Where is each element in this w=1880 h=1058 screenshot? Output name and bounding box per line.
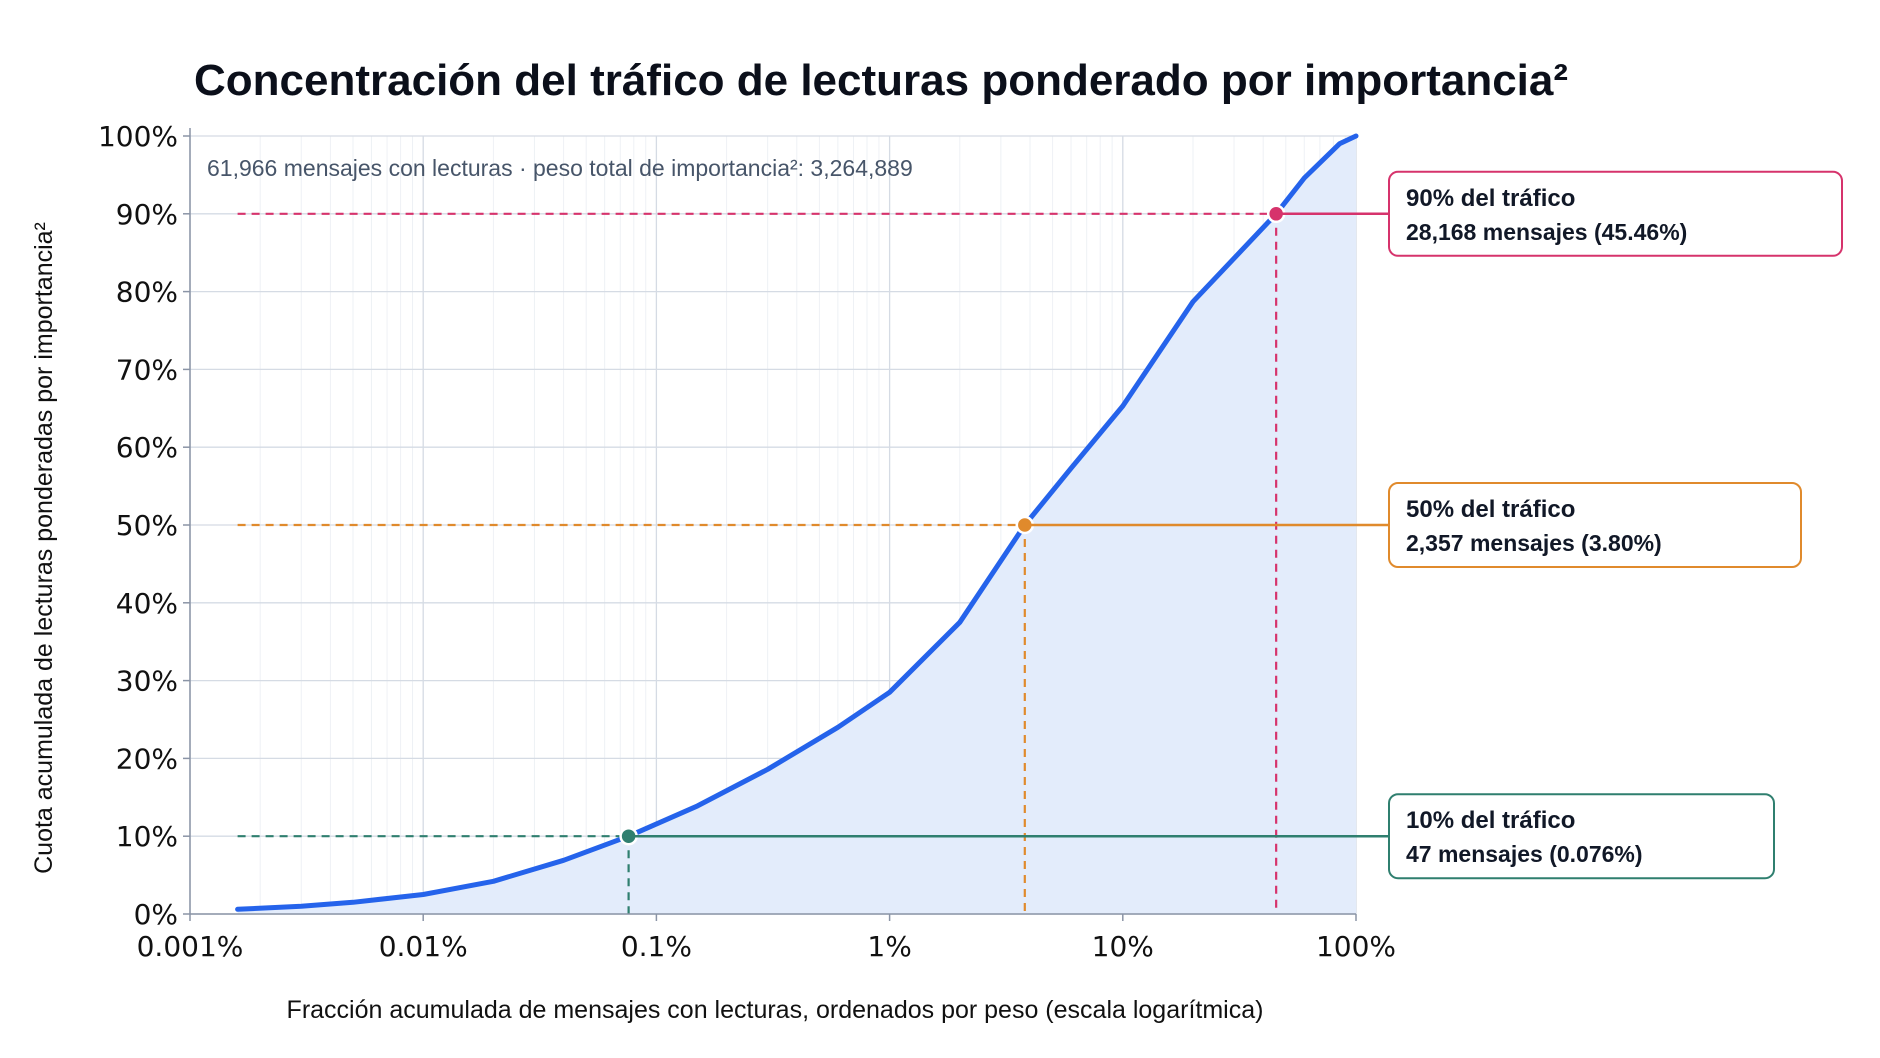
annotation-detail-10: 47 mensajes (0.076%) (1406, 841, 1643, 867)
y-tick-label: 10% (116, 820, 178, 853)
annotation-title-10: 10% del tráfico (1406, 807, 1575, 834)
area-layer (237, 136, 1357, 914)
annotation-box-90 (1388, 170, 1843, 257)
x-tick-label: 0.001% (137, 930, 244, 963)
annotation-detail-90: 28,168 mensajes (45.46%) (1406, 219, 1687, 245)
x-tick-label: 1% (867, 930, 911, 963)
y-tick-label: 90% (116, 198, 178, 231)
chart-title: Concentración del tráfico de lecturas po… (194, 56, 1568, 105)
annotation-title-50: 50% del tráfico (1406, 496, 1575, 523)
cumulative-line (235, 133, 1359, 912)
axes: 0% 10% 20% 30% 40% 50% 60% 70% 80% 90% 100% 0.001% 0… (98, 120, 1396, 963)
annotation-box-10 (1388, 793, 1775, 880)
y-axis-label: Cuota acumulada de lecturas ponderadas p… (30, 222, 58, 874)
y-tick-label: 50% (116, 509, 178, 542)
chart-subtitle: 61,966 mensajes con lecturas · peso tota… (207, 155, 913, 181)
x-tick-label: 100% (1316, 930, 1396, 963)
y-tick-label: 0% (134, 898, 178, 931)
cumulative-area (237, 136, 1357, 914)
y-tick-label: 60% (116, 431, 178, 464)
x-axis-label: Fracción acumulada de mensajes con lectu… (287, 996, 1264, 1024)
y-tick-label: 100% (98, 120, 178, 153)
y-tick-label: 70% (116, 353, 178, 386)
y-tick-label: 30% (116, 665, 178, 698)
annotations: 10% del tráfico 47 mensajes (0.076%) 50% d… (628, 170, 1843, 880)
annotation-title-90: 90% del tráfico (1406, 185, 1575, 212)
threshold-points (619, 204, 1286, 846)
y-tick-label: 20% (116, 742, 178, 775)
y-tick-label: 40% (116, 587, 178, 620)
x-tick-label: 0.1% (621, 930, 692, 963)
annotation-detail-50: 2,357 mensajes (3.80%) (1406, 530, 1662, 556)
y-tick-label: 80% (116, 276, 178, 309)
x-tick-label: 0.01% (379, 930, 468, 963)
reference-lines (237, 212, 1278, 914)
annotation-box-50 (1388, 482, 1802, 568)
line-layer (235, 133, 1359, 912)
x-tick-label: 10% (1092, 930, 1154, 963)
